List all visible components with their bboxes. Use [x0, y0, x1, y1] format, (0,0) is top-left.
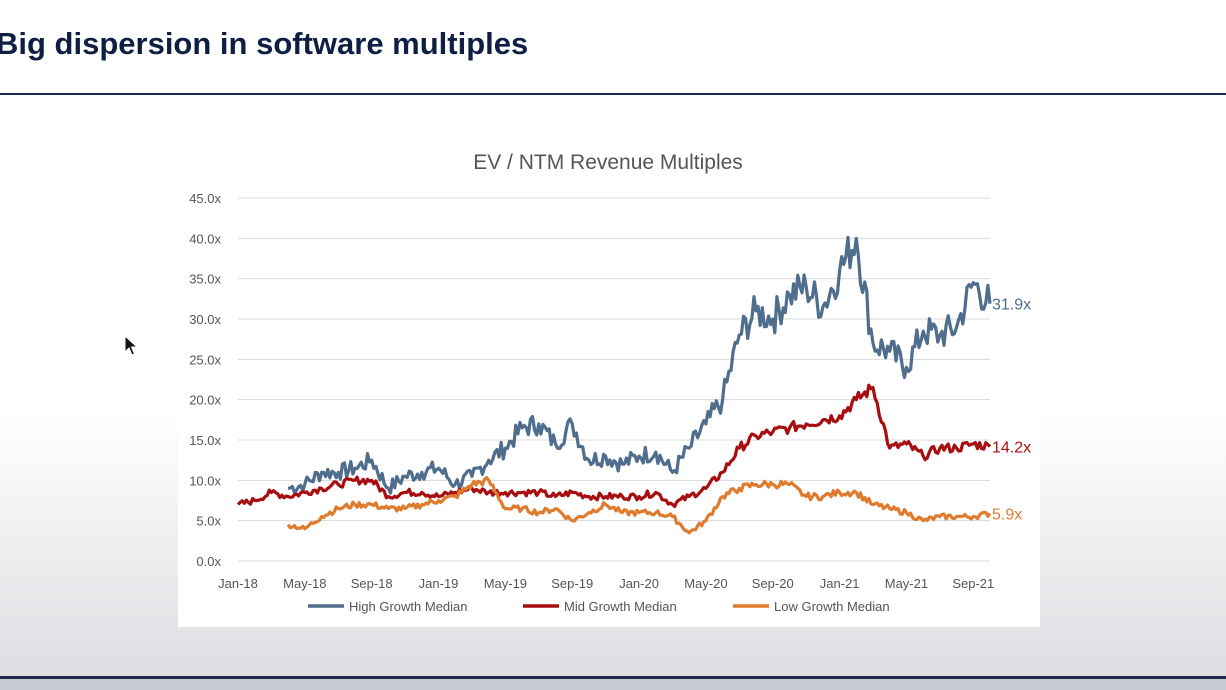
- y-tick-label: 35.0x: [189, 272, 221, 287]
- chart-panel: [178, 132, 1040, 627]
- y-tick-label: 15.0x: [189, 433, 221, 448]
- y-tick-label: 40.0x: [189, 231, 221, 246]
- x-tick-label: May-18: [283, 576, 326, 591]
- series-end-label: 14.2x: [992, 439, 1031, 456]
- title-divider: [0, 93, 1226, 95]
- x-tick-label: Sep-18: [351, 576, 393, 591]
- x-tick-label: Sep-19: [551, 576, 593, 591]
- footer-band: [0, 679, 1226, 690]
- footer-divider: [0, 676, 1226, 679]
- series-end-label: 31.9x: [992, 297, 1031, 314]
- y-tick-label: 5.0x: [196, 514, 221, 529]
- y-tick-label: 0.0x: [196, 554, 221, 569]
- legend-label: Mid Growth Median: [564, 599, 677, 614]
- x-tick-label: Jan-21: [820, 576, 860, 591]
- x-tick-label: Sep-21: [952, 576, 994, 591]
- x-tick-label: May-20: [684, 576, 727, 591]
- chart-title: EV / NTM Revenue Multiples: [473, 151, 743, 174]
- series-line: [287, 235, 992, 495]
- mouse-pointer-icon: [124, 335, 138, 356]
- series-line: [236, 383, 992, 509]
- x-tick-label: Jan-18: [218, 576, 258, 591]
- x-tick-label: May-19: [484, 576, 527, 591]
- y-tick-label: 45.0x: [189, 191, 221, 206]
- x-tick-label: Sep-20: [752, 576, 794, 591]
- y-tick-label: 30.0x: [189, 312, 221, 327]
- series-line: [286, 476, 992, 535]
- legend-label: High Growth Median: [349, 599, 468, 614]
- legend-label: Low Growth Median: [774, 599, 890, 614]
- x-tick-label: Jan-20: [619, 576, 659, 591]
- x-tick-label: Jan-19: [419, 576, 459, 591]
- slide-title: Big dispersion in software multiples: [0, 26, 529, 61]
- y-tick-label: 10.0x: [189, 473, 221, 488]
- x-tick-label: May-21: [885, 576, 928, 591]
- y-tick-label: 20.0x: [189, 393, 221, 408]
- series-end-label: 5.9x: [992, 506, 1022, 523]
- y-tick-label: 25.0x: [189, 352, 221, 367]
